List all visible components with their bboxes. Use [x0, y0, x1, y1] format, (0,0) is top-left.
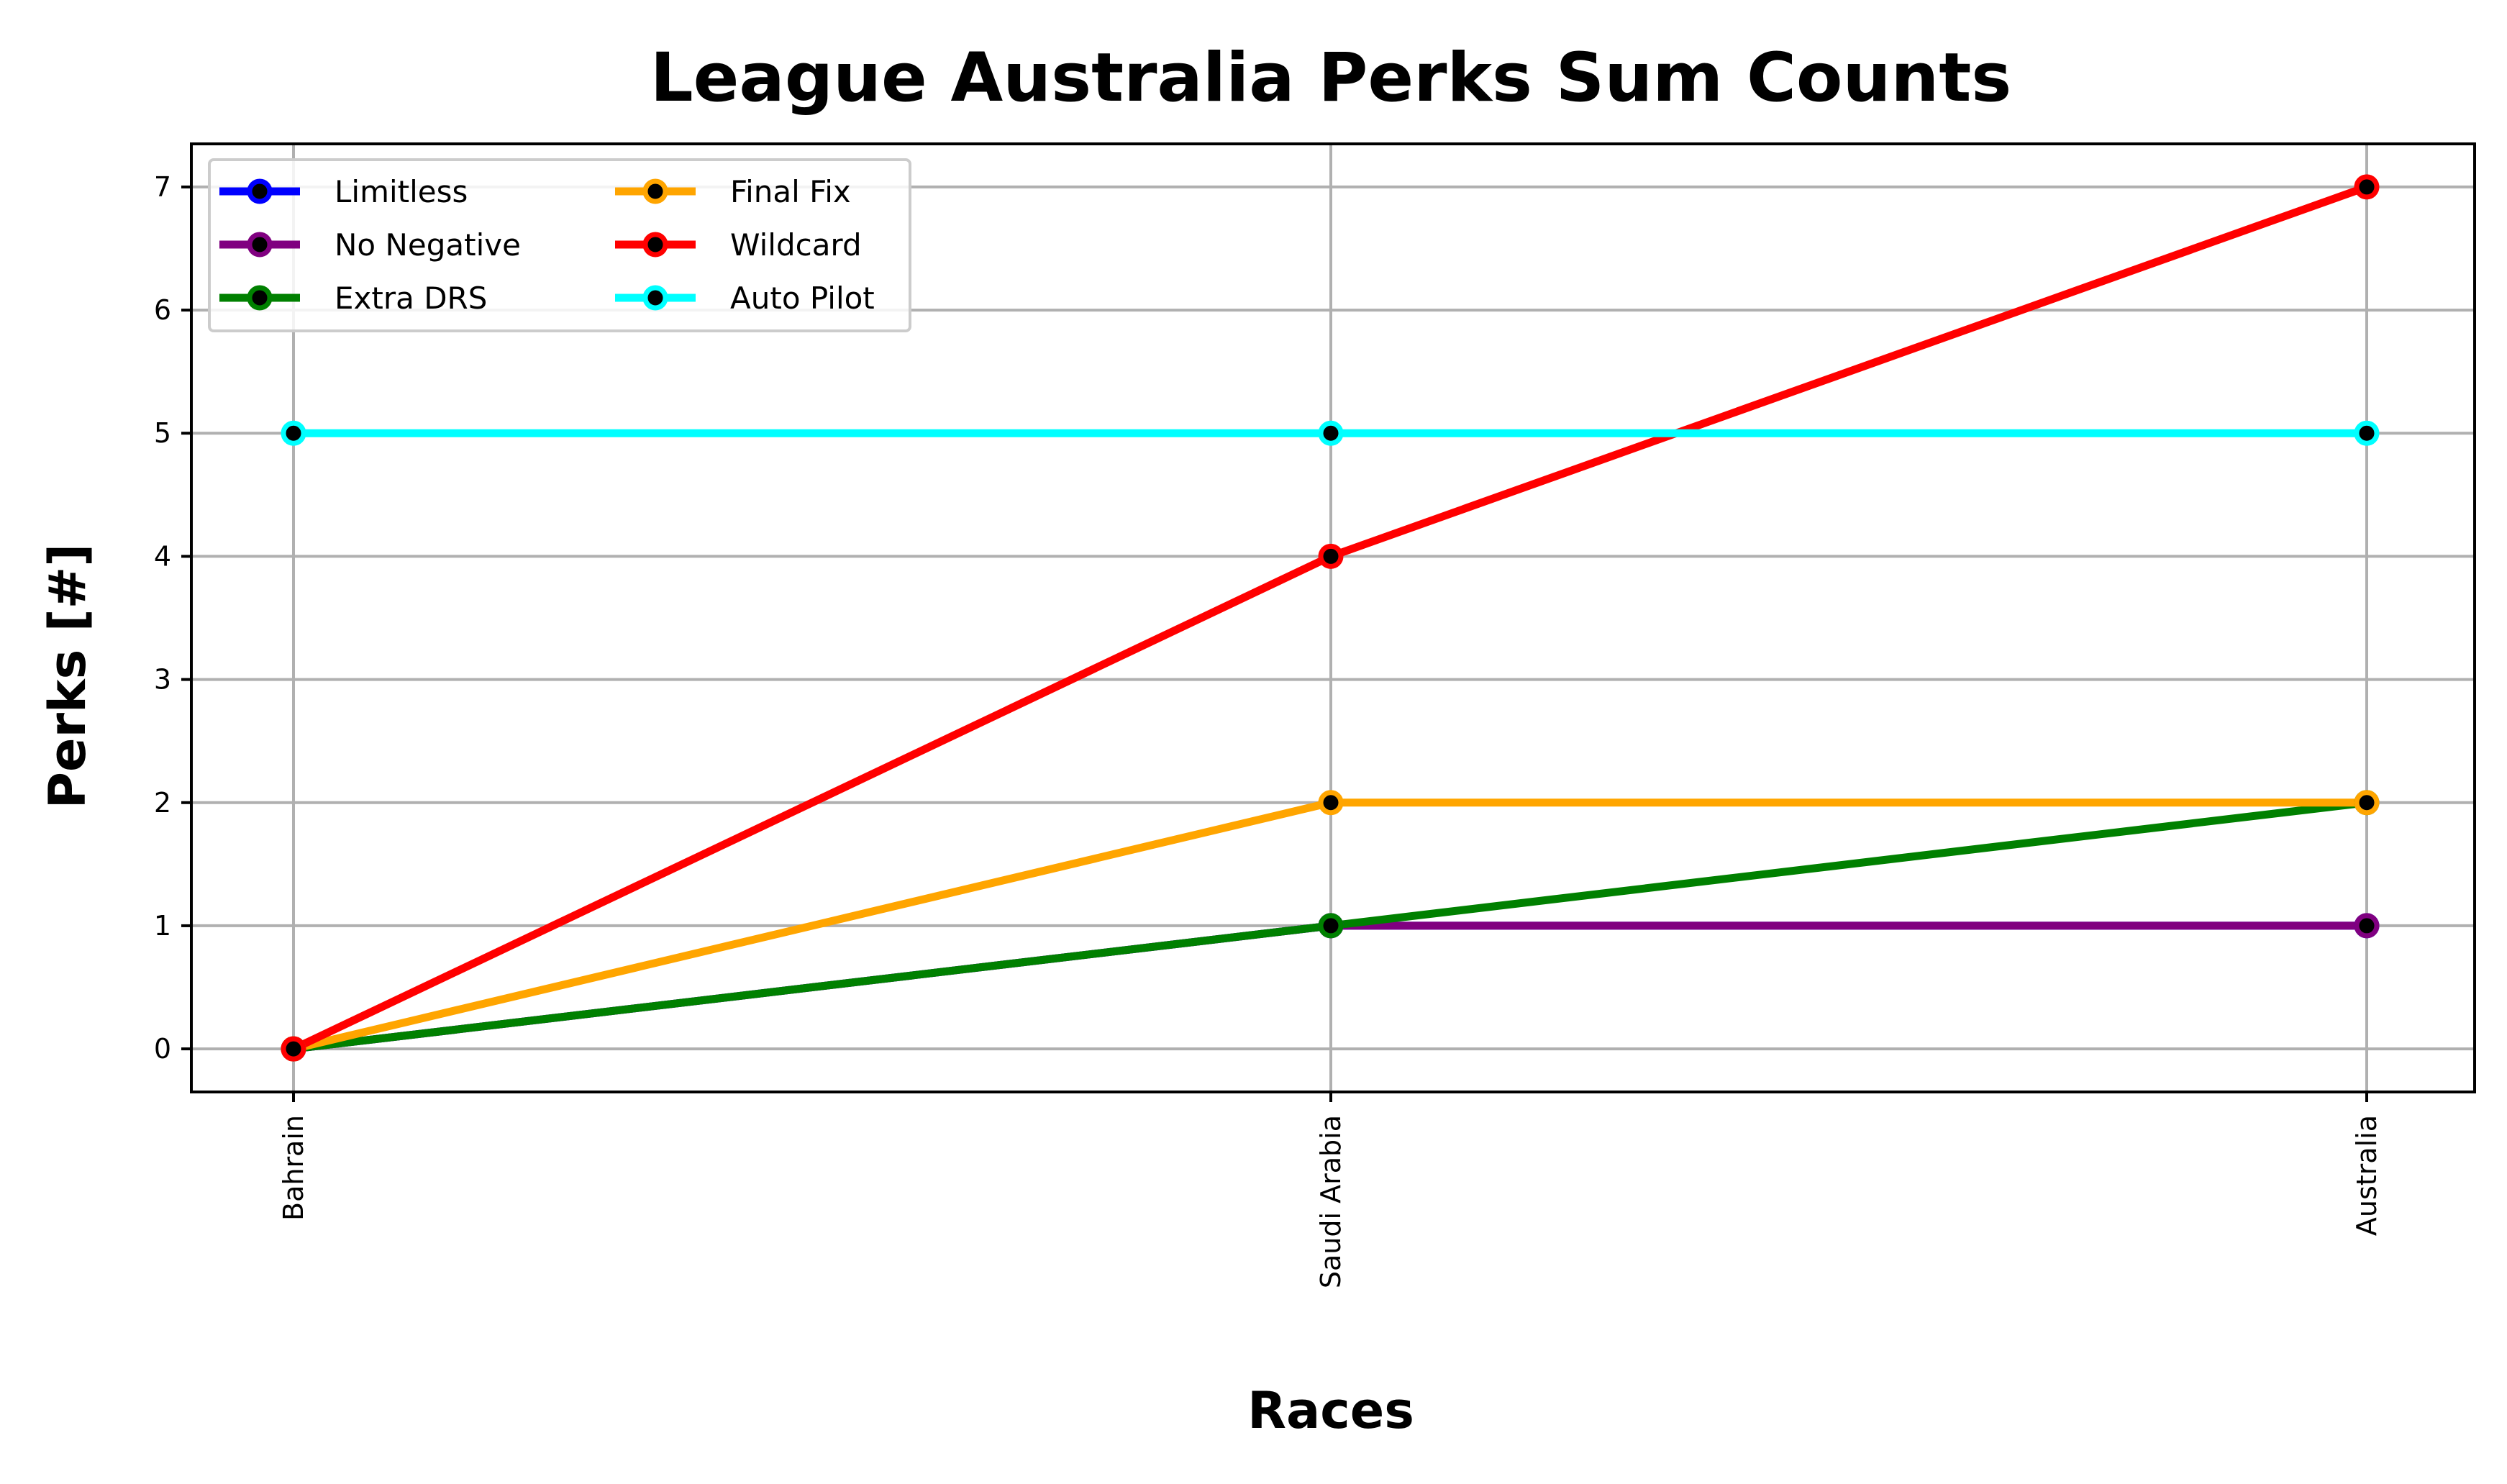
legend-label-limitless: Limitless	[335, 174, 468, 209]
legend-marker-final-fix	[642, 178, 668, 204]
y-tick-label: 5	[154, 417, 171, 449]
legend: Limitless No Negative Extra DRS Final Fix Wi…	[208, 158, 911, 332]
axis-ticks: 0 1 2 3 4 5 6 7 Bahrain Saudi Arabia Australia	[154, 171, 2383, 1288]
y-tick-label: 7	[154, 171, 171, 203]
data-point-final-fix	[1318, 790, 1344, 816]
legend-marker-wildcard	[642, 232, 668, 258]
legend-marker-auto-pilot	[642, 285, 668, 311]
y-tick-label: 3	[154, 664, 171, 696]
plot-area-frame	[190, 142, 2476, 1093]
data-point-wildcard	[1318, 543, 1344, 569]
legend-label-extra-drs: Extra DRS	[335, 281, 487, 316]
x-tick-label: Saudi Arabia	[1315, 1115, 1347, 1288]
data-point-wildcard	[2354, 174, 2380, 200]
data-point-final-fix	[2354, 790, 2380, 816]
legend-label-auto-pilot: Auto Pilot	[730, 281, 875, 316]
legend-label-wildcard: Wildcard	[730, 227, 862, 263]
data-point-auto-pilot	[1318, 420, 1344, 446]
data-point-auto-pilot	[281, 420, 306, 446]
legend-label-no-negative: No Negative	[335, 227, 521, 263]
legend-marker-no-negative	[247, 232, 273, 258]
legend-label-final-fix: Final Fix	[730, 174, 851, 209]
x-tick-label: Australia	[2351, 1115, 2383, 1236]
y-tick-label: 1	[154, 910, 171, 942]
legend-box	[208, 158, 911, 332]
y-tick-label: 4	[154, 540, 171, 572]
series-markers	[281, 174, 2380, 1062]
data-point-auto-pilot	[2354, 420, 2380, 446]
chart-title: League Australia Perks Sum Counts	[650, 39, 2011, 117]
y-axis-label: Perks [#]	[38, 544, 97, 809]
x-axis-label: Races	[1247, 1381, 1414, 1440]
legend-marker-limitless	[247, 178, 273, 204]
data-point-no-negative	[2354, 913, 2380, 939]
y-tick-label: 0	[154, 1033, 171, 1065]
legend-marker-extra-drs	[247, 285, 273, 311]
data-point-wildcard	[281, 1036, 306, 1062]
y-tick-label: 6	[154, 294, 171, 326]
y-tick-label: 2	[154, 787, 171, 819]
data-point-extra-drs	[1318, 913, 1344, 939]
x-tick-label: Bahrain	[278, 1115, 309, 1221]
